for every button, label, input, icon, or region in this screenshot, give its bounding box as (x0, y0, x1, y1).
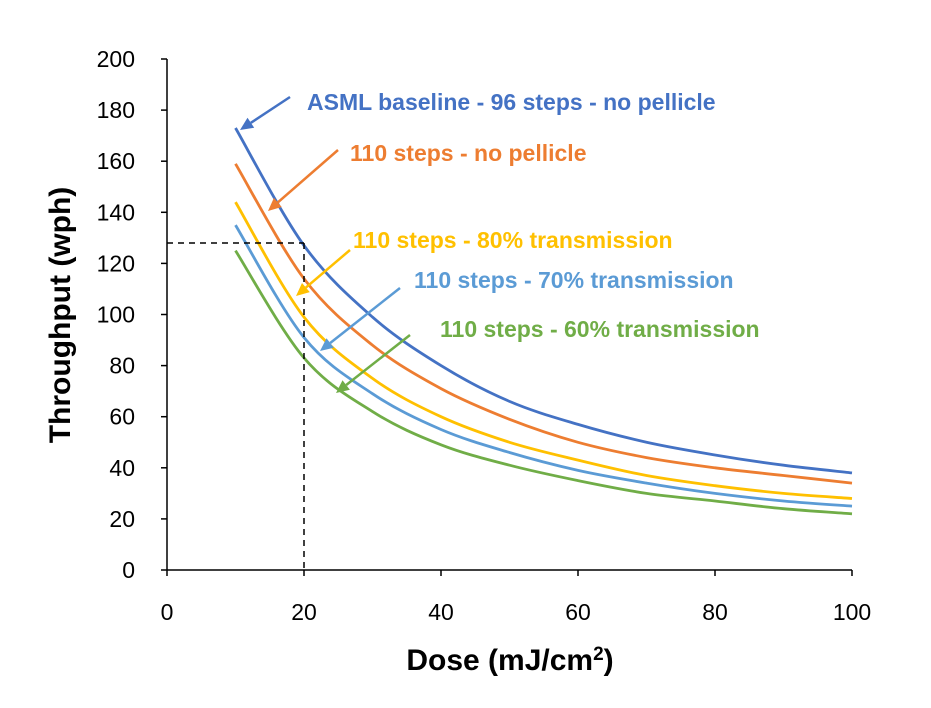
series-label-5: 110 steps - 60% transmission (440, 316, 760, 342)
annotation-arrow-1 (250, 95, 291, 124)
annotation-arrowhead-5 (336, 380, 350, 393)
x-tick-label: 40 (428, 599, 454, 625)
x-tick-label: 0 (161, 599, 174, 625)
annotation-arrowhead-2 (268, 197, 282, 211)
y-axis-title: Throughput (wph) (44, 187, 77, 444)
series-label-4: 110 steps - 70% transmission (414, 267, 734, 293)
y-tick-label: 40 (109, 455, 135, 481)
y-tick-label: 120 (97, 250, 135, 276)
reference-lines (167, 242, 305, 570)
series-line-2 (234, 163, 853, 485)
series-label-2: 110 steps - no pellicle (350, 140, 587, 166)
y-tick-label: 80 (109, 353, 135, 379)
x-axis-title: Dose (mJ/cm2) (406, 644, 613, 677)
y-tick-label: 0 (122, 557, 135, 583)
annotation-arrowhead-4 (320, 338, 334, 351)
y-tick-label: 160 (97, 148, 135, 174)
y-tick-label: 20 (109, 506, 135, 532)
y-tick-label: 200 (97, 46, 135, 72)
annotation-arrow-5 (345, 334, 411, 386)
x-tick-label: 100 (833, 599, 871, 625)
series-line-4 (234, 224, 853, 508)
x-tick-label: 60 (565, 599, 591, 625)
series-annotations: ASML baseline - 96 steps - no pellicle 11… (240, 89, 760, 393)
y-tick-labels: 0 20 40 60 80 100 120 140 160 180 200 (97, 46, 167, 583)
annotation-arrowhead-1 (240, 117, 255, 130)
series-lines (234, 127, 853, 516)
annotation-arrow-2 (276, 149, 339, 204)
annotation-arrow-4 (329, 287, 401, 344)
y-tick-label: 140 (97, 199, 135, 225)
y-tick-label: 100 (97, 302, 135, 328)
x-tick-label: 80 (702, 599, 728, 625)
annotation-arrow-3 (305, 249, 351, 289)
annotation-arrowhead-3 (296, 283, 310, 296)
series-label-1: ASML baseline - 96 steps - no pellicle (307, 89, 716, 115)
series-line-5 (234, 249, 853, 516)
series-label-3: 110 steps - 80% transmission (353, 227, 673, 253)
series-line-3 (234, 201, 853, 500)
y-tick-label: 180 (97, 97, 135, 123)
x-tick-label: 20 (291, 599, 317, 625)
series-line-1 (234, 127, 853, 475)
y-tick-label: 60 (109, 404, 135, 430)
x-tick-labels: 0 20 40 60 80 100 (161, 570, 871, 625)
